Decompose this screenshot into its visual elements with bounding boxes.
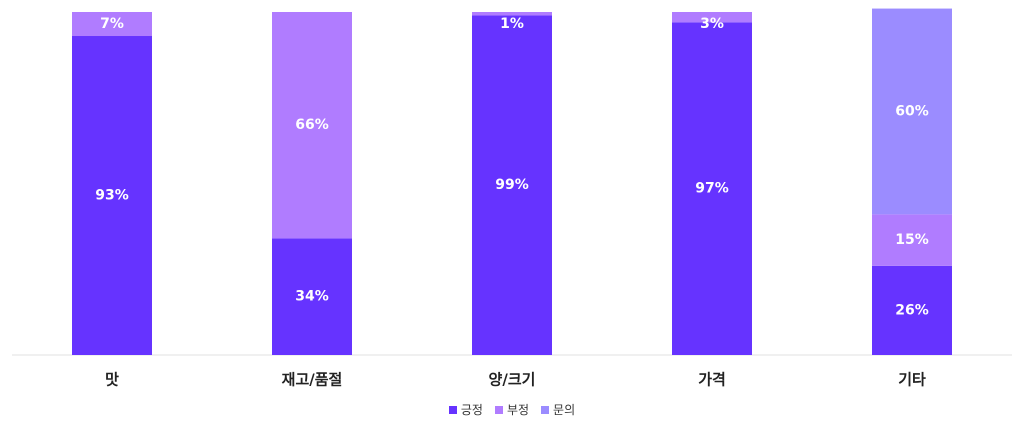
data-label: 97% (695, 181, 729, 197)
legend: 긍정 부정 문의 (0, 401, 1024, 418)
bar-segment (672, 22, 752, 355)
bar-group: 93% 7% 34% 66% 99% 1% 97% 3% 26% 15% 60% (72, 8, 952, 356)
legend-label: 긍정 (460, 403, 483, 417)
category-label: 기타 (898, 371, 926, 389)
data-label: 1% (500, 16, 524, 32)
bar-segment (72, 12, 152, 37)
legend-swatch (541, 405, 550, 414)
legend-swatch (448, 405, 457, 414)
data-label: 3% (700, 16, 724, 32)
category-label: 양/크기 (489, 371, 536, 389)
bar-segment (72, 36, 152, 355)
data-label: 34% (295, 289, 329, 305)
bar-segment (672, 12, 752, 23)
stacked-bar-chart: 93% 7% 34% 66% 99% 1% 97% 3% 26% 15% 60% 맛 재고/품절 양/크… (12, 8, 1012, 389)
data-label: 26% (895, 302, 929, 318)
legend-swatch (494, 405, 503, 414)
legend-label: 문의 (553, 403, 576, 417)
data-label: 99% (495, 177, 529, 193)
bar-segment (872, 214, 952, 266)
bar-segment (272, 238, 352, 355)
bar-segment (872, 265, 952, 355)
legend-item: 긍정 (448, 401, 483, 418)
data-label: 66% (295, 117, 329, 133)
category-label: 재고/품절 (282, 371, 343, 389)
legend-item: 문의 (541, 401, 575, 418)
data-label: 15% (895, 232, 929, 248)
legend-item: 부정 (494, 401, 530, 418)
category-label: 맛 (105, 371, 119, 389)
category-label: 가격 (698, 371, 726, 389)
bar-segment (472, 12, 552, 16)
legend-label: 부정 (506, 403, 530, 417)
data-label: 93% (95, 188, 129, 204)
bar-segment (272, 12, 352, 239)
data-label: 60% (895, 103, 929, 119)
data-label: 7% (100, 16, 124, 32)
bar-segment (872, 8, 952, 215)
bar-segment (472, 15, 552, 356)
category-labels: 맛 재고/품절 양/크기 가격 기타 (105, 371, 926, 389)
